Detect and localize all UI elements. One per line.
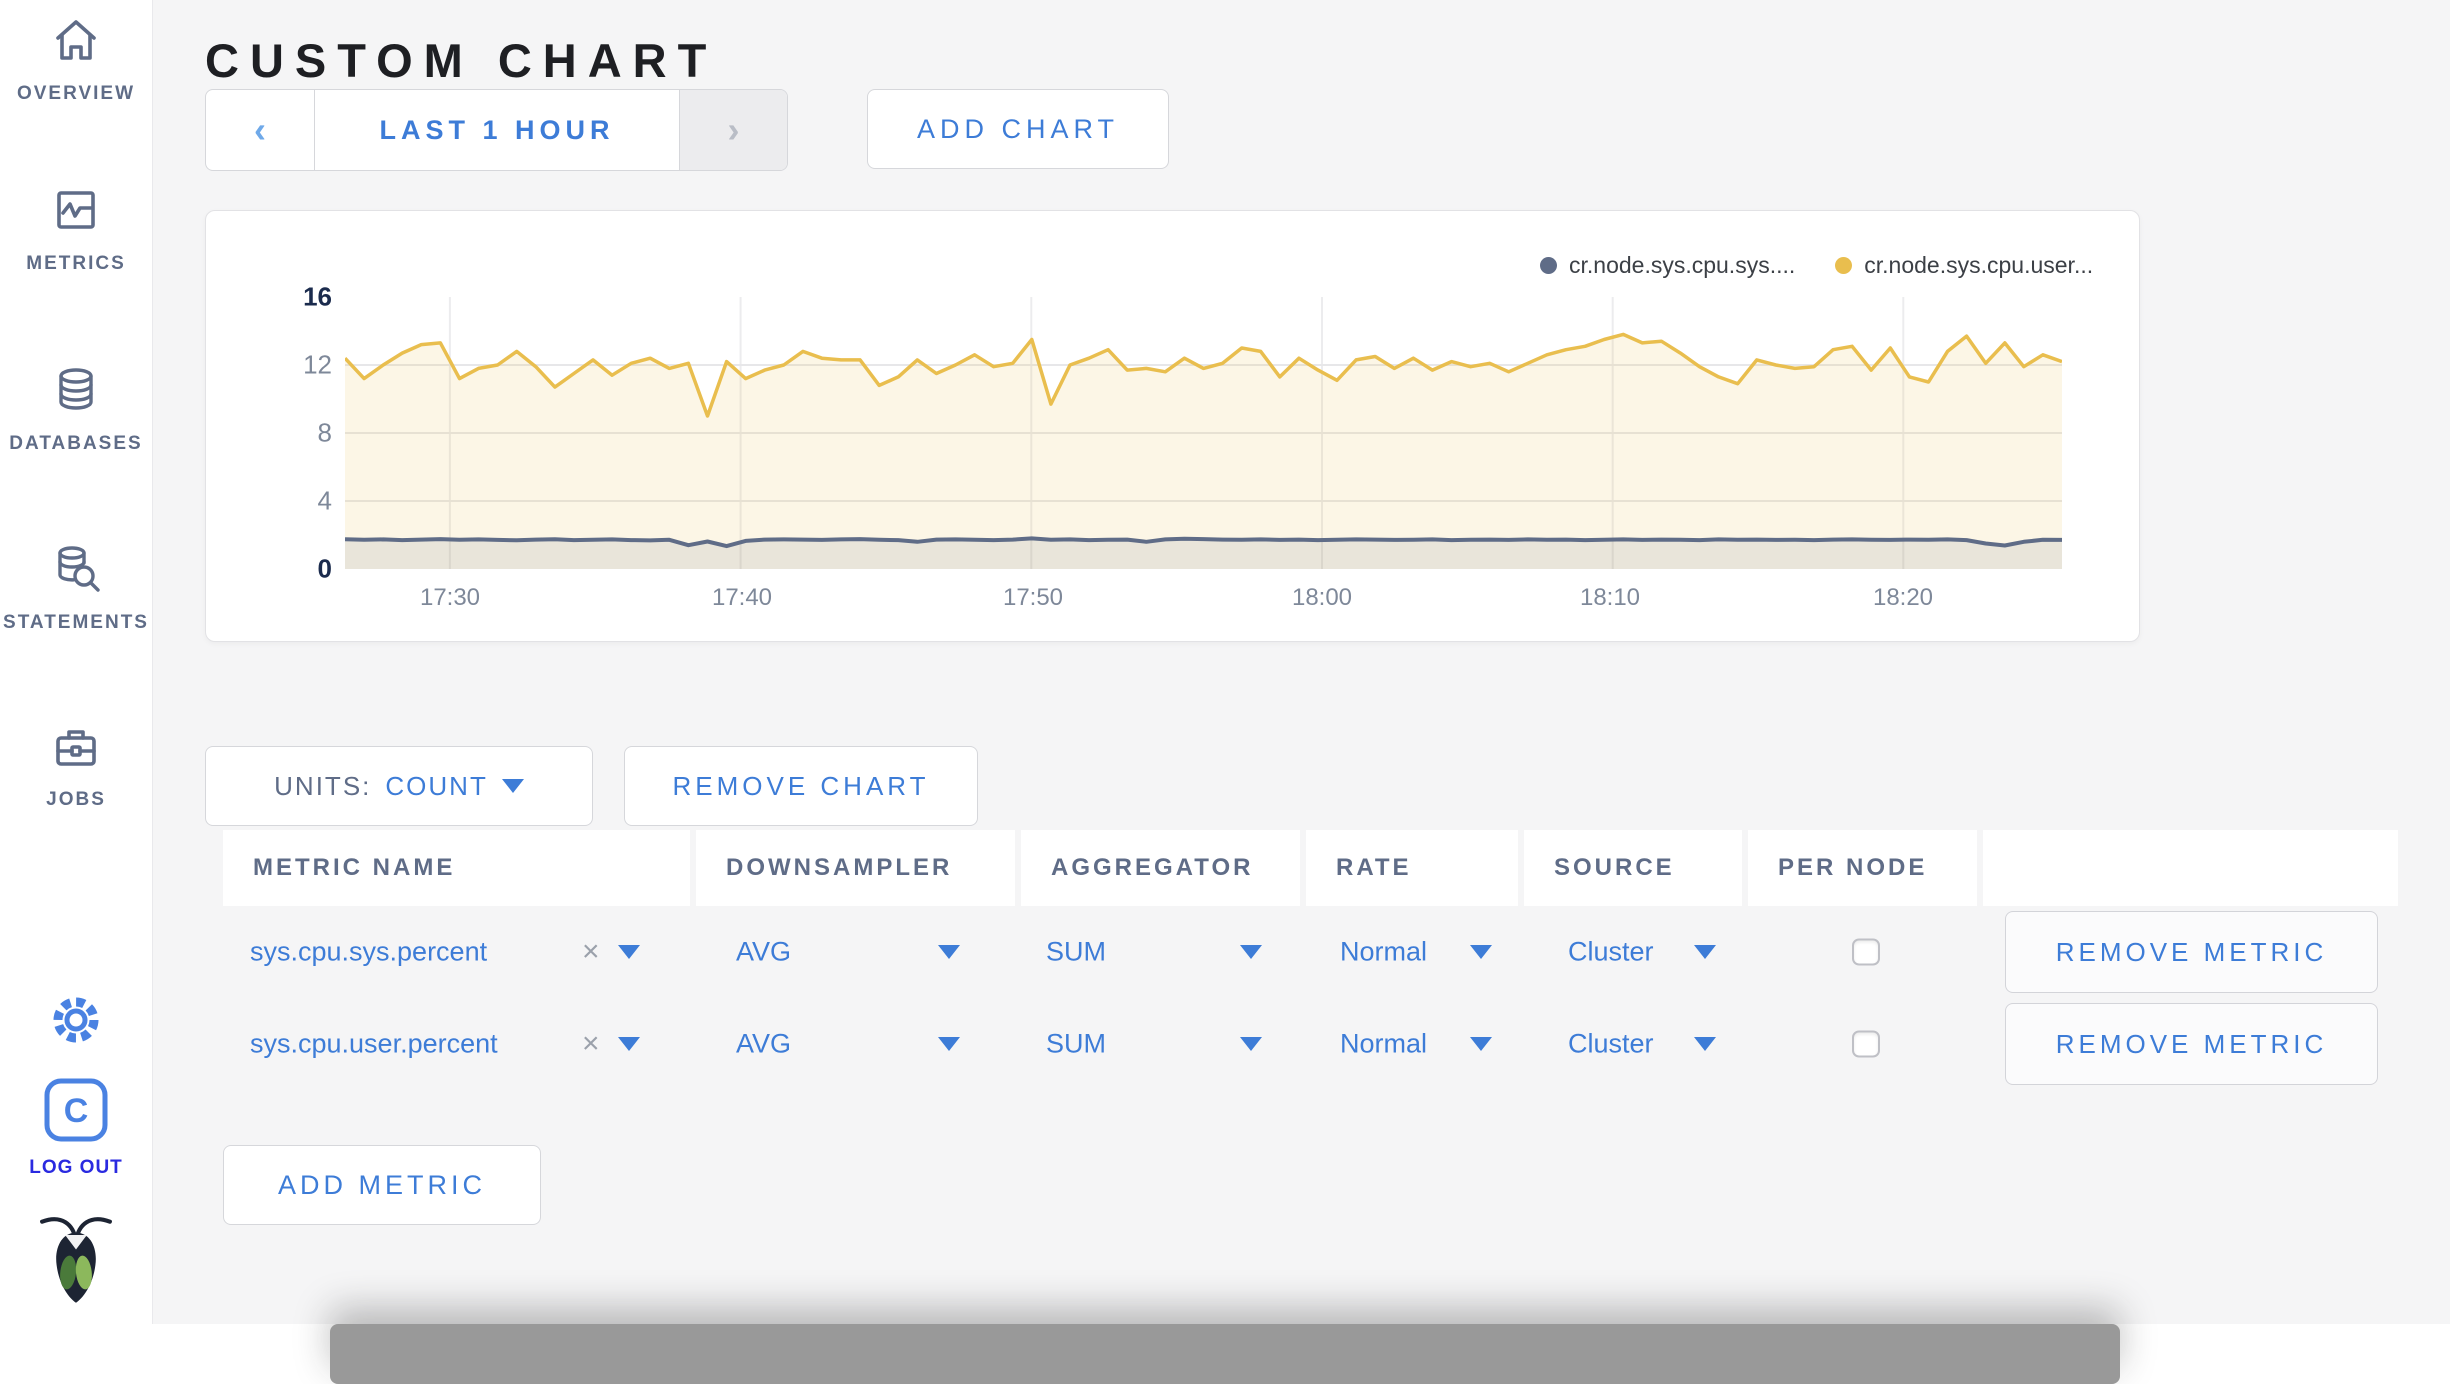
add-metric-button[interactable]: ADD METRIC xyxy=(223,1145,541,1225)
units-select[interactable]: UNITS: COUNT xyxy=(205,746,593,826)
table-row: sys.cpu.user.percent × AVG SUM Normal Cl… xyxy=(0,998,2450,1090)
legend-dot-sys xyxy=(1540,257,1557,274)
chart-legend: cr.node.sys.cpu.sys.... cr.node.sys.cpu.… xyxy=(1540,252,2100,279)
column-header-per-node: PER NODE xyxy=(1748,830,1977,906)
source-select[interactable]: Cluster xyxy=(1568,936,1654,967)
column-header-aggregator: AGGREGATOR xyxy=(1021,830,1300,906)
column-header-metric-name: METRIC NAME xyxy=(223,830,690,906)
sidebar-item-label: OVERVIEW xyxy=(16,83,136,104)
units-value: COUNT xyxy=(385,770,488,801)
sidebar-item-metrics[interactable]: METRICS xyxy=(0,184,152,275)
downsampler-select[interactable]: AVG xyxy=(736,1028,792,1059)
x-axis-tick: 17:40 xyxy=(711,584,773,611)
settings-button[interactable] xyxy=(0,992,152,1053)
aggregator-select[interactable]: SUM xyxy=(1046,936,1106,967)
logout-button[interactable]: C LOG OUT xyxy=(0,1076,152,1179)
x-axis-tick: 18:10 xyxy=(1579,584,1641,611)
chevron-left-icon: ‹ xyxy=(254,109,266,150)
chevron-down-icon[interactable] xyxy=(1240,1037,1262,1051)
time-range-selector: ‹ LAST 1 HOUR › xyxy=(205,89,788,171)
x-axis-tick: 17:30 xyxy=(419,584,481,611)
home-icon xyxy=(50,20,102,70)
chevron-down-icon[interactable] xyxy=(1470,945,1492,959)
chevron-down-icon[interactable] xyxy=(938,945,960,959)
timeseries-plot[interactable] xyxy=(345,297,2062,569)
cockroach-bug-icon xyxy=(36,1217,116,1308)
chevron-down-icon[interactable] xyxy=(1470,1037,1492,1051)
rate-select[interactable]: Normal xyxy=(1340,936,1428,967)
time-range-prev-button[interactable]: ‹ xyxy=(206,90,315,170)
x-axis-tick: 17:50 xyxy=(1002,584,1064,611)
main-content-background xyxy=(153,0,2450,1324)
legend-entry[interactable]: cr.node.sys.cpu.sys.... xyxy=(1540,252,1795,279)
chevron-down-icon[interactable] xyxy=(1694,945,1716,959)
y-axis-tick: 8 xyxy=(317,417,332,448)
x-axis-tick: 18:20 xyxy=(1872,584,1934,611)
y-axis-tick: 0 xyxy=(317,553,332,584)
chevron-down-icon[interactable] xyxy=(1694,1037,1716,1051)
y-axis-tick: 16 xyxy=(303,281,332,312)
clear-metric-button[interactable]: × xyxy=(582,935,600,968)
metrics-icon xyxy=(50,191,102,240)
page-title: CUSTOM CHART xyxy=(205,34,718,88)
downsampler-select[interactable]: AVG xyxy=(736,936,792,967)
remove-metric-button[interactable]: REMOVE METRIC xyxy=(2005,911,2378,993)
column-header-source: SOURCE xyxy=(1524,830,1742,906)
y-axis-tick: 12 xyxy=(303,349,332,380)
column-header-rate: RATE xyxy=(1306,830,1518,906)
sidebar-item-label: METRICS xyxy=(26,253,126,274)
rate-select[interactable]: Normal xyxy=(1340,1028,1428,1059)
metric-name-value[interactable]: sys.cpu.sys.percent xyxy=(250,936,488,967)
column-header-actions xyxy=(1983,830,2398,906)
chart-card xyxy=(205,210,2140,642)
clear-metric-button[interactable]: × xyxy=(582,1027,600,1060)
statements-icon xyxy=(50,546,102,599)
gear-icon xyxy=(48,997,104,1052)
legend-dot-user xyxy=(1835,257,1853,274)
sidebar: OVERVIEW METRICS DATABASES xyxy=(0,0,153,1324)
chevron-down-icon xyxy=(501,779,524,793)
time-range-label[interactable]: LAST 1 HOUR xyxy=(379,114,615,145)
per-node-checkbox[interactable] xyxy=(1852,938,1880,966)
scroll-shadow xyxy=(330,1324,2120,1384)
remove-chart-button[interactable]: REMOVE CHART xyxy=(624,746,978,826)
sidebar-item-databases[interactable]: DATABASES xyxy=(0,364,152,455)
sidebar-item-overview[interactable]: OVERVIEW xyxy=(0,14,152,105)
chevron-down-icon[interactable] xyxy=(938,1037,960,1051)
legend-label: cr.node.sys.cpu.user... xyxy=(1864,252,2094,278)
legend-label: cr.node.sys.cpu.sys.... xyxy=(1569,252,1796,278)
units-label: UNITS: xyxy=(274,770,372,801)
chevron-right-icon: › xyxy=(727,109,740,150)
databases-icon xyxy=(50,368,102,420)
x-axis-tick: 18:00 xyxy=(1291,584,1353,611)
sidebar-item-label: JOBS xyxy=(46,789,106,810)
cockroachdb-logo xyxy=(0,1212,152,1309)
column-header-downsampler: DOWNSAMPLER xyxy=(696,830,1015,906)
chevron-down-icon[interactable] xyxy=(618,945,640,959)
sidebar-item-label: DATABASES xyxy=(9,433,143,454)
time-range-next-button[interactable]: › xyxy=(679,90,787,170)
chevron-down-icon[interactable] xyxy=(618,1037,640,1051)
sidebar-item-statements[interactable]: STATEMENTS xyxy=(0,543,152,634)
jobs-icon xyxy=(50,730,102,776)
source-select[interactable]: Cluster xyxy=(1568,1028,1654,1059)
table-row: sys.cpu.sys.percent × AVG SUM Normal Clu… xyxy=(0,906,2450,998)
cockroach-c-icon: C xyxy=(42,1078,110,1148)
aggregator-select[interactable]: SUM xyxy=(1046,1028,1106,1059)
y-axis-tick: 4 xyxy=(317,485,332,516)
logout-label: LOG OUT xyxy=(29,1157,123,1178)
legend-entry[interactable]: cr.node.sys.cpu.user... xyxy=(1835,252,2093,279)
remove-metric-button[interactable]: REMOVE METRIC xyxy=(2005,1003,2378,1085)
add-chart-button[interactable]: ADD CHART xyxy=(867,89,1169,169)
per-node-checkbox[interactable] xyxy=(1852,1030,1880,1058)
svg-text:C: C xyxy=(64,1092,89,1130)
sidebar-item-label: STATEMENTS xyxy=(3,612,149,633)
sidebar-item-jobs[interactable]: JOBS xyxy=(0,720,152,811)
chevron-down-icon[interactable] xyxy=(1240,945,1262,959)
metric-name-value[interactable]: sys.cpu.user.percent xyxy=(250,1028,498,1059)
